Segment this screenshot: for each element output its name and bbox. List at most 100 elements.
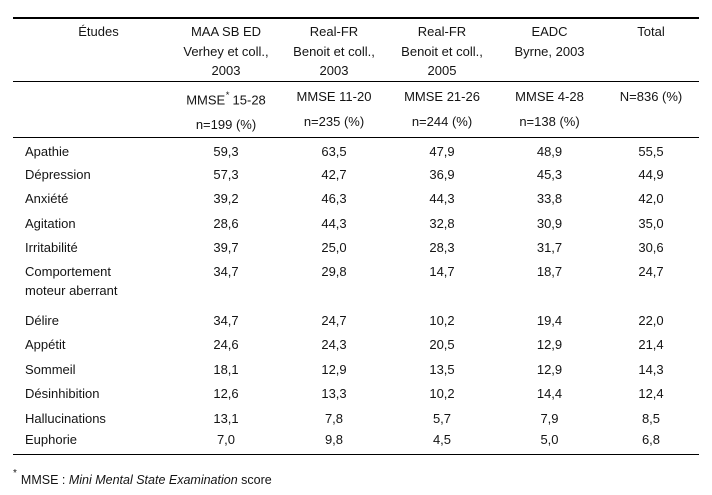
value-cell: 33,8 <box>536 191 563 207</box>
value-cell: 36,9 <box>429 166 455 182</box>
study-authors: Benoit et coll., <box>401 43 483 59</box>
footnote-suffix: score <box>237 473 272 488</box>
value-cell: 12,9 <box>536 337 563 353</box>
column-header-realfr-2003: Real-FR Benoit et coll., 2003 <box>280 18 388 82</box>
study-authors: Verhey et coll., <box>183 43 269 59</box>
value-cell: 28,3 <box>429 240 455 256</box>
asterisk-marker: * <box>225 89 230 101</box>
value-cell: 24,3 <box>321 337 347 353</box>
value-cell: 24,7 <box>638 263 664 279</box>
table-row: Appétit 24,6 24,3 20,5 12,9 21,4 <box>13 332 699 357</box>
value-cell: 5,0 <box>540 432 559 448</box>
total-n-header: N=836 (%) <box>603 81 699 138</box>
mmse-header-realfr-2003: MMSE 11-20 n=235 (%) <box>280 81 388 138</box>
row-label: Dépression <box>25 166 91 182</box>
value-cell: 44,9 <box>638 166 664 182</box>
header-row-studies: Études MAA SB ED Verhey et coll., 2003 R… <box>13 18 699 82</box>
value-cell: 39,2 <box>213 191 239 207</box>
table-body: Apathie 59,3 63,5 47,9 48,9 55,5 Dépression 57,… <box>13 137 699 455</box>
value-cell: 39,7 <box>213 240 239 256</box>
value-cell: 30,6 <box>638 240 664 256</box>
column-header-realfr-2005: Real-FR Benoit et coll., 2005 <box>388 18 496 82</box>
value-cell: 20,5 <box>429 337 455 353</box>
value-cell: 24,6 <box>213 337 239 353</box>
table-row: Désinhibition 12,6 13,3 10,2 14,4 12,4 <box>13 381 699 406</box>
row-label: Désinhibition <box>25 386 100 402</box>
table-row: Anxiété 39,2 46,3 44,3 33,8 42,0 <box>13 186 699 211</box>
value-cell: 35,0 <box>638 215 664 231</box>
row-label: Apathie <box>25 143 70 159</box>
column-header-total: Total <box>603 18 699 82</box>
mmse-range: MMSE 4-28 <box>515 88 584 104</box>
table-row: Irritabilité 39,7 25,0 28,3 31,7 30,6 <box>13 235 699 260</box>
value-cell: 45,3 <box>536 166 563 182</box>
mmse-range: MMSE* 15-28 <box>186 89 266 107</box>
mmse-header-eadc: MMSE 4-28 n=138 (%) <box>496 81 603 138</box>
mmse-header-realfr-2005: MMSE 21-26 n=244 (%) <box>388 81 496 138</box>
value-cell: 12,6 <box>213 386 239 402</box>
value-cell: 42,7 <box>321 166 347 182</box>
header-row-mmse: MMSE* 15-28 n=199 (%) MMSE 11-20 n=235 (… <box>13 81 699 138</box>
value-cell: 42,0 <box>638 191 664 207</box>
value-cell: 14,4 <box>536 386 563 402</box>
value-cell: 13,5 <box>429 361 455 377</box>
table-row: Euphorie 7,0 9,8 4,5 5,0 6,8 <box>13 430 699 455</box>
value-cell: 21,4 <box>638 337 664 353</box>
footnote-asterisk: * <box>13 468 17 479</box>
value-cell: 14,7 <box>429 263 455 279</box>
study-authors: Byrne, 2003 <box>514 43 585 59</box>
value-cell: 46,3 <box>321 191 347 207</box>
value-cell: 57,3 <box>213 166 239 182</box>
column-header-etudes: Études <box>13 18 172 82</box>
value-cell: 9,8 <box>324 432 344 448</box>
value-cell: 29,8 <box>321 263 347 279</box>
value-cell: 22,0 <box>638 312 664 328</box>
footnote-prefix: MMSE : <box>20 473 69 488</box>
value-cell: 32,8 <box>429 215 455 231</box>
column-header-eadc: EADC Byrne, 2003 <box>496 18 603 82</box>
mmse-header-maasbed: MMSE* 15-28 n=199 (%) <box>172 81 280 138</box>
footnote: * MMSE : Mini Mental State Examination sc… <box>13 468 272 488</box>
row-label: Comportement moteur aberrant <box>25 263 118 298</box>
study-year: 2003 <box>211 63 241 78</box>
value-cell: 48,9 <box>536 143 563 159</box>
table-row: Agitation 28,6 44,3 32,8 30,9 35,0 <box>13 211 699 236</box>
value-cell: 10,2 <box>429 386 455 402</box>
value-cell: 28,6 <box>213 215 239 231</box>
value-cell: 34,7 <box>213 263 239 279</box>
study-year: 2005 <box>427 63 457 78</box>
studies-table: Études MAA SB ED Verhey et coll., 2003 R… <box>13 17 699 456</box>
value-cell: 4,5 <box>432 432 452 448</box>
value-cell: 44,3 <box>429 191 455 207</box>
empty-header-cell <box>13 81 172 138</box>
table-row: Apathie 59,3 63,5 47,9 48,9 55,5 <box>13 137 699 162</box>
sample-size: n=138 (%) <box>519 113 580 129</box>
row-label: Anxiété <box>25 191 69 207</box>
row-label: Appétit <box>25 337 66 353</box>
row-label: Hallucinations <box>25 410 106 426</box>
table-header: Études MAA SB ED Verhey et coll., 2003 R… <box>13 18 699 138</box>
sample-size: n=244 (%) <box>411 113 473 129</box>
value-cell: 47,9 <box>429 143 455 159</box>
value-cell: 44,3 <box>321 215 347 231</box>
value-cell: 8,5 <box>641 410 661 426</box>
value-cell: 10,2 <box>429 312 455 328</box>
value-cell: 55,5 <box>638 143 664 159</box>
footnote-italic-term: Mini Mental State Examination <box>68 473 238 488</box>
study-authors: Benoit et coll., <box>293 43 375 59</box>
table-row: Délire 34,7 24,7 10,2 19,4 22,0 <box>13 308 699 333</box>
value-cell: 13,1 <box>213 410 239 426</box>
row-label: Irritabilité <box>25 240 78 256</box>
value-cell: 7,9 <box>540 410 559 426</box>
table-row: Sommeil 18,1 12,9 13,5 12,9 14,3 <box>13 357 699 382</box>
value-cell: 12,4 <box>638 386 664 402</box>
study-name: Real-FR <box>417 24 467 39</box>
row-label: Sommeil <box>25 361 76 377</box>
value-cell: 31,7 <box>536 240 563 256</box>
table-row: Dépression 57,3 42,7 36,9 45,3 44,9 <box>13 162 699 187</box>
table-row: Hallucinations 13,1 7,8 5,7 7,9 8,5 <box>13 406 699 431</box>
row-label: Agitation <box>25 215 76 231</box>
value-cell: 25,0 <box>321 240 347 256</box>
value-cell: 5,7 <box>432 410 452 426</box>
study-name: Real-FR <box>309 24 359 39</box>
